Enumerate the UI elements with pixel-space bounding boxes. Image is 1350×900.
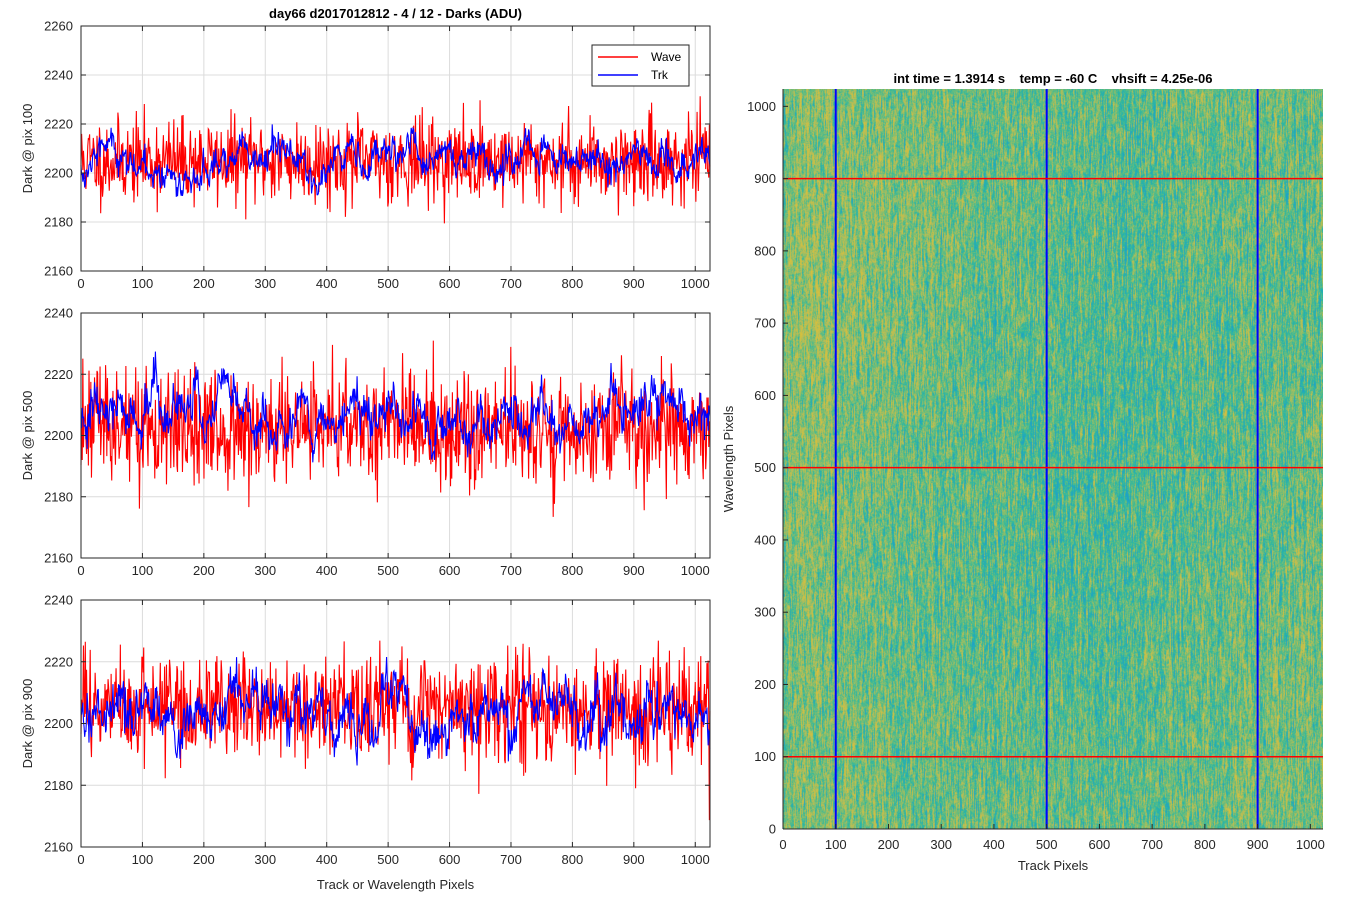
y-tick-label: 2220 (44, 117, 73, 132)
y-axis-label: Dark @ pix 900 (20, 679, 35, 769)
x-tick-label: 1000 (1296, 837, 1325, 852)
y-tick-label: 2240 (44, 593, 73, 608)
x-tick-label: 400 (316, 276, 338, 291)
x-tick-label: 900 (623, 276, 645, 291)
x-tick-label: 300 (254, 563, 276, 578)
x-tick-label: 300 (930, 837, 952, 852)
x-tick-label: 800 (562, 852, 584, 867)
y-tick-label: 300 (754, 605, 776, 620)
y-tick-label: 2180 (44, 215, 73, 230)
plot-title: int time = 1.3914 s temp = -60 C vhsift … (893, 71, 1212, 86)
line-plot-pix-500: 0 100 200 300 400 500 600 700 800 900 1000 2160 2180… (20, 306, 711, 578)
y-tick-label: 600 (754, 388, 776, 403)
x-tick-label: 900 (623, 563, 645, 578)
x-tick-label: 500 (377, 276, 399, 291)
series-line-trk (80, 351, 711, 463)
y-tick-label: 2160 (44, 264, 73, 279)
x-tick-label: 1000 (681, 852, 710, 867)
x-tick-label: 200 (878, 837, 900, 852)
y-tick-label: 2260 (44, 19, 73, 34)
heatmap-image (783, 89, 1323, 829)
y-tick-label: 800 (754, 243, 776, 258)
y-tick-label: 2220 (44, 654, 73, 669)
x-tick-label: 600 (1089, 837, 1111, 852)
x-tick-label: 200 (193, 852, 215, 867)
x-tick-label: 700 (500, 276, 522, 291)
x-tick-label: 500 (377, 852, 399, 867)
y-tick-label: 2160 (44, 840, 73, 855)
x-tick-label: 900 (623, 852, 645, 867)
y-tick-label: 2240 (44, 68, 73, 83)
x-tick-label: 500 (1036, 837, 1058, 852)
line-plot-pix-900: 0 100 200 300 400 500 600 700 800 900 1000 2160 2180… (20, 593, 711, 892)
y-tick-label: 0 (769, 822, 776, 837)
y-tick-label: 2180 (44, 489, 73, 504)
x-axis-label: Track Pixels (1018, 858, 1089, 873)
y-tick-label: 2200 (44, 166, 73, 181)
x-tick-label: 200 (193, 276, 215, 291)
y-tick-label: 100 (754, 749, 776, 764)
x-tick-label: 600 (439, 276, 461, 291)
y-axis-label: Wavelength Pixels (721, 405, 736, 512)
x-tick-label: 300 (254, 276, 276, 291)
legend-label-wave: Wave (651, 50, 682, 64)
y-tick-label: 2200 (44, 428, 73, 443)
y-tick-label: 200 (754, 677, 776, 692)
line-plot-pix-100: 0 100 200 300 400 500 600 700 800 900 1000 2160 2180… (20, 6, 711, 291)
x-tick-label: 700 (500, 852, 522, 867)
x-axis-label: Track or Wavelength Pixels (317, 877, 475, 892)
y-tick-label: 2240 (44, 306, 73, 321)
x-tick-label: 400 (316, 852, 338, 867)
y-tick-label: 900 (754, 171, 776, 186)
y-tick-label: 2180 (44, 778, 73, 793)
x-tick-label: 800 (562, 563, 584, 578)
x-tick-label: 500 (377, 563, 399, 578)
x-tick-label: 100 (132, 852, 154, 867)
x-tick-label: 300 (254, 852, 276, 867)
legend: Wave Trk (591, 44, 690, 87)
x-tick-label: 0 (779, 837, 786, 852)
series-line-wave (80, 640, 711, 821)
x-tick-label: 400 (983, 837, 1005, 852)
x-tick-label: 200 (193, 563, 215, 578)
x-tick-label: 100 (132, 276, 154, 291)
y-tick-label: 2220 (44, 367, 73, 382)
x-tick-label: 100 (132, 563, 154, 578)
x-tick-label: 0 (77, 276, 84, 291)
x-tick-label: 100 (825, 837, 847, 852)
x-tick-label: 600 (439, 852, 461, 867)
x-tick-label: 600 (439, 563, 461, 578)
plot-title: day66 d2017012812 - 4 / 12 - Darks (ADU) (269, 6, 522, 21)
series-line-trk (80, 124, 711, 197)
legend-label-trk: Trk (651, 68, 669, 82)
x-tick-label: 700 (1141, 837, 1163, 852)
heatmap-plot: 0 100 200 300 400 500 600 700 800 900 1000 0 100 200 3… (721, 71, 1325, 873)
y-tick-label: 700 (754, 316, 776, 331)
y-tick-label: 2160 (44, 551, 73, 566)
x-tick-label: 700 (500, 563, 522, 578)
y-tick-label: 1000 (747, 99, 776, 114)
series-line-trk (80, 656, 711, 766)
y-tick-label: 500 (754, 460, 776, 475)
y-tick-label: 400 (754, 532, 776, 547)
x-tick-label: 400 (316, 563, 338, 578)
x-tick-label: 800 (562, 276, 584, 291)
x-tick-label: 800 (1194, 837, 1216, 852)
x-tick-label: 1000 (681, 563, 710, 578)
y-axis-label: Dark @ pix 500 (20, 391, 35, 481)
legend-box (591, 44, 690, 87)
y-axis-label: Dark @ pix 100 (20, 104, 35, 194)
x-tick-label: 1000 (681, 276, 710, 291)
x-tick-label: 0 (77, 852, 84, 867)
y-tick-label: 2200 (44, 716, 73, 731)
x-tick-label: 900 (1247, 837, 1269, 852)
x-tick-label: 0 (77, 563, 84, 578)
axes-box (80, 25, 711, 272)
